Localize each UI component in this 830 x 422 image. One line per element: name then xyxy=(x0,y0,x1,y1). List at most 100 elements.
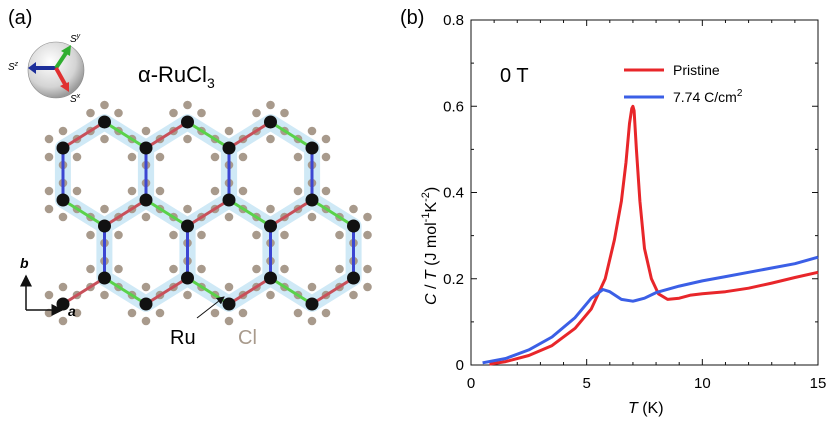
lattice-axes: b a xyxy=(20,255,76,319)
cl-atom xyxy=(307,126,317,136)
a-axis-label: a xyxy=(68,303,76,319)
x-bond xyxy=(103,198,147,228)
ru-pointer-arrow xyxy=(196,296,225,319)
cl-atom xyxy=(224,282,234,292)
cl-atom xyxy=(169,230,178,240)
x-bond xyxy=(62,120,106,150)
cl-atom xyxy=(155,186,165,196)
cl-atom xyxy=(44,290,54,300)
y-axis-label: C / T (J mol-1K-2) xyxy=(420,187,440,305)
cl-atom xyxy=(197,264,206,274)
y-bond xyxy=(186,120,230,150)
cl-atom xyxy=(44,308,54,318)
cl-atom xyxy=(197,230,206,240)
cl-atom xyxy=(100,134,109,144)
cl-atom xyxy=(280,264,289,274)
x-bond xyxy=(311,276,355,306)
cl-atom xyxy=(197,108,206,118)
ru-atom xyxy=(305,141,319,155)
y-bond xyxy=(269,276,313,306)
ru-atom xyxy=(181,271,194,285)
cl-atom xyxy=(127,186,137,196)
cl-atom xyxy=(169,108,178,118)
legend-pristine-label: Pristine xyxy=(673,62,720,78)
cl-atom xyxy=(266,290,275,300)
cl-atom xyxy=(293,308,303,318)
axis-ticks xyxy=(470,19,819,366)
cl-atom xyxy=(141,126,151,136)
cl-atom xyxy=(58,282,68,292)
cl-atom xyxy=(210,152,220,162)
cl-label: Cl xyxy=(238,327,257,349)
ru-atom xyxy=(139,141,153,155)
y-bond xyxy=(269,120,313,150)
x-bond xyxy=(269,198,313,228)
ru-atom xyxy=(264,115,277,129)
ru-atom xyxy=(98,219,111,233)
ru-atom xyxy=(181,115,194,129)
x-tick-label: 5 xyxy=(582,375,590,392)
cl-atom xyxy=(58,126,68,136)
x-tick-label: 0 xyxy=(467,375,475,392)
spin-y-label: Sy xyxy=(70,33,81,45)
ru-atom xyxy=(305,297,319,311)
legend-doped-label: 7.74 C/cm2 xyxy=(673,88,743,105)
b-axis-label: b xyxy=(20,255,29,271)
heat-capacity-chart: 0 5 10 15 0 0.2 0.4 0.6 0.8 0 T Pristine 7.74 C/… xyxy=(420,12,826,417)
cl-atom xyxy=(183,100,192,110)
cl-atom xyxy=(280,230,289,240)
x-bond xyxy=(145,120,189,150)
cl-atom xyxy=(307,212,317,222)
y-bond xyxy=(145,198,189,228)
spin-y-arrowhead xyxy=(61,45,71,56)
cl-atom xyxy=(293,186,303,196)
cl-atom xyxy=(307,282,317,292)
panel-a-label: (a) xyxy=(8,7,32,29)
cl-atom xyxy=(72,308,82,318)
ru-atom xyxy=(56,141,70,155)
data-series xyxy=(482,104,819,366)
x-bond xyxy=(62,276,106,306)
cl-atom xyxy=(155,308,165,318)
cl-atom xyxy=(86,264,95,274)
cl-atom xyxy=(44,186,54,196)
cl-atom xyxy=(44,204,54,214)
cl-atom xyxy=(127,152,137,162)
y-bond xyxy=(103,120,147,150)
cl-atom xyxy=(72,186,82,196)
ru-atom xyxy=(347,271,360,285)
x-bond xyxy=(228,276,272,306)
cl-atom xyxy=(363,212,372,222)
spin-x-label: Sx xyxy=(70,93,81,105)
cl-atom xyxy=(307,316,317,326)
cl-atom xyxy=(155,152,165,162)
ru-atom xyxy=(181,219,194,233)
x-bond xyxy=(228,120,272,150)
cl-atom xyxy=(183,134,192,144)
cl-atom xyxy=(100,204,109,214)
cl-atom xyxy=(335,264,344,274)
series-line-0 xyxy=(489,104,819,366)
cl-atom xyxy=(141,316,151,326)
y-tick-label: 0.8 xyxy=(443,12,464,29)
spin-z-label: Sz xyxy=(8,61,19,73)
cl-atom xyxy=(321,308,331,318)
cl-atom xyxy=(238,152,248,162)
cl-atom xyxy=(169,264,178,274)
cl-atom xyxy=(349,290,358,300)
axis-tick-labels: 0 5 10 15 0 0.2 0.4 0.6 0.8 xyxy=(443,12,826,392)
cl-atom xyxy=(363,230,372,240)
y-tick-label: 0.2 xyxy=(443,271,464,288)
ru-atom xyxy=(98,271,111,285)
legend: Pristine 7.74 C/cm2 xyxy=(624,62,743,105)
cl-atom xyxy=(321,186,331,196)
ru-atom xyxy=(98,115,111,129)
cl-atom xyxy=(252,108,261,118)
x-tick-label: 15 xyxy=(810,375,827,392)
cl-atom xyxy=(252,230,261,240)
ru-atom xyxy=(222,193,236,207)
cl-atom xyxy=(349,204,358,214)
x-axis-label: T (K) xyxy=(628,400,664,417)
cl-atom xyxy=(183,290,192,300)
x-tick-label: 10 xyxy=(694,375,711,392)
